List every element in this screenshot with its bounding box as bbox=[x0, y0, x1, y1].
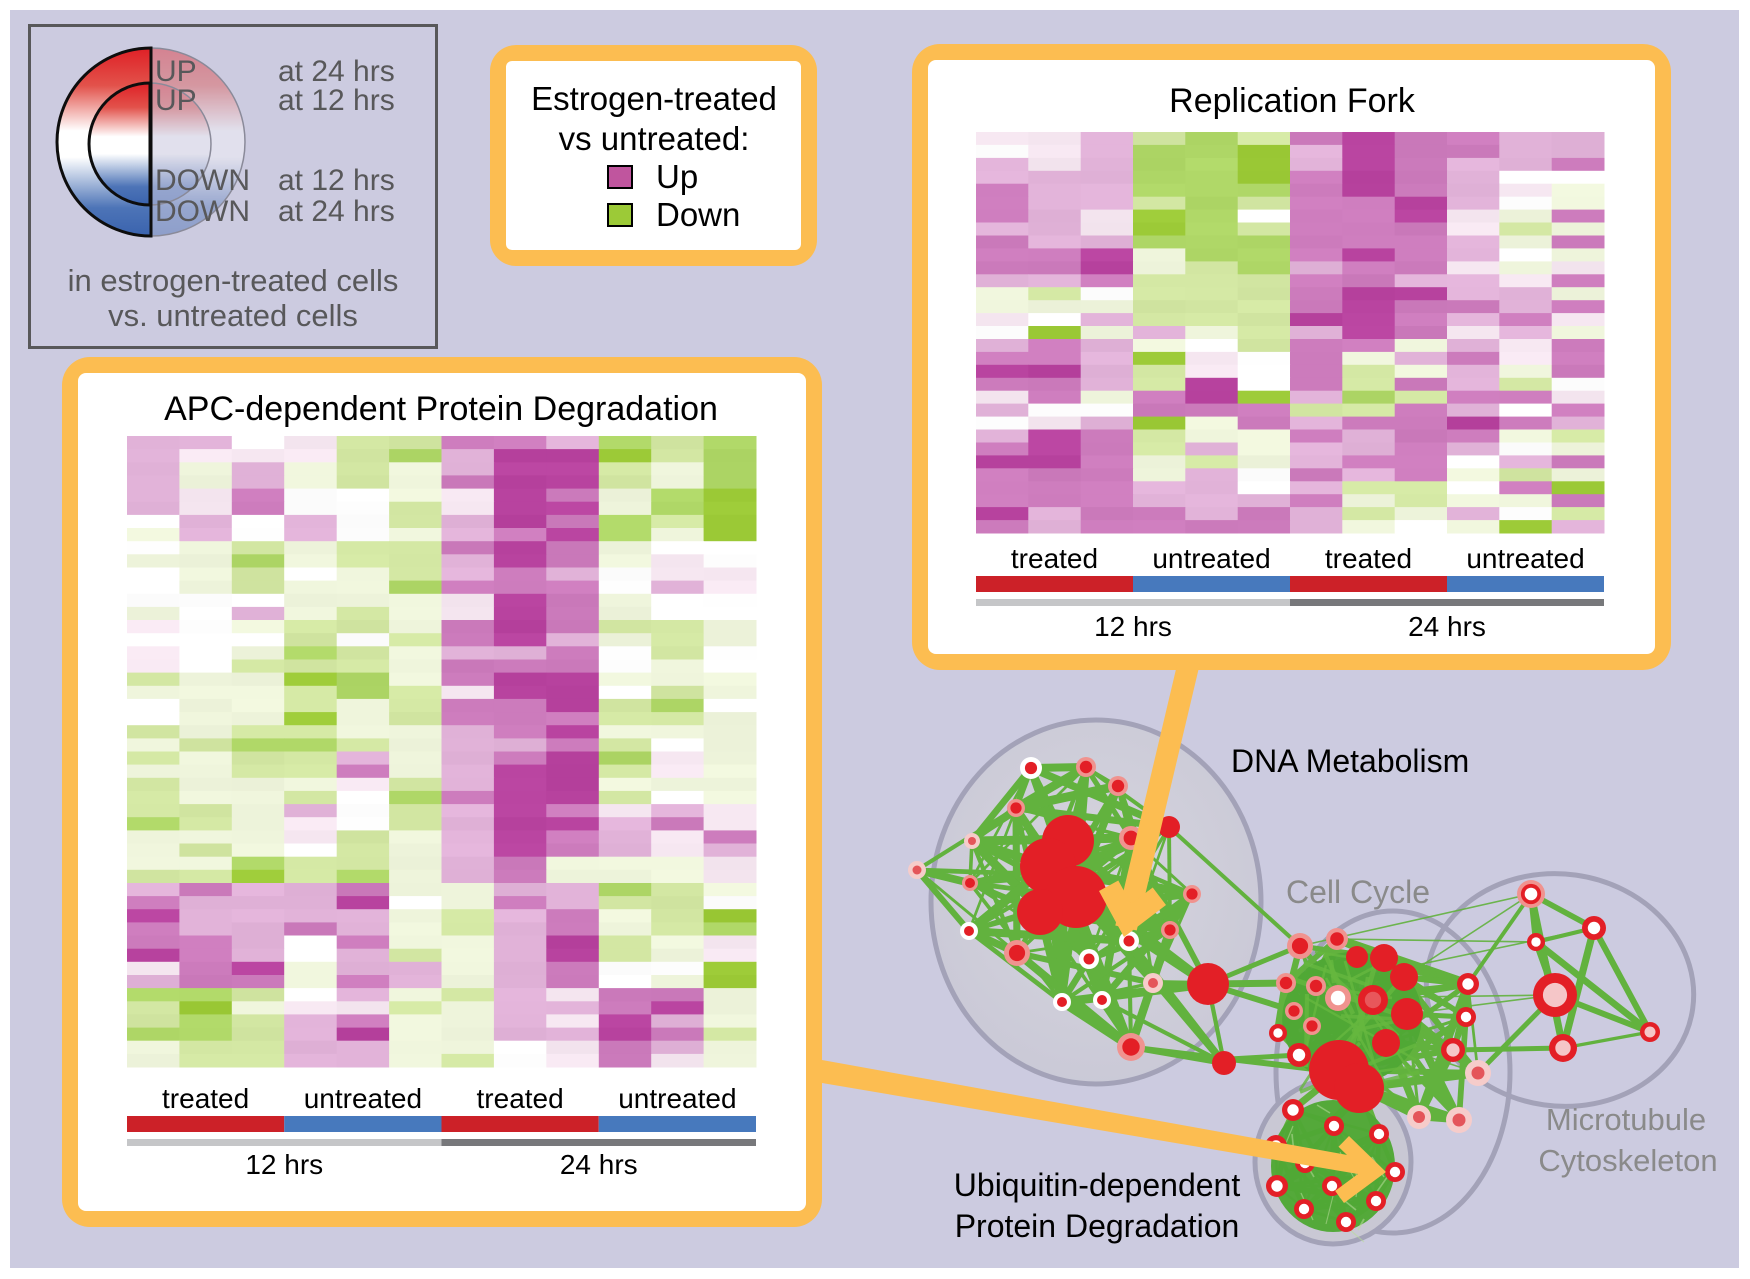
svg-text:Protein Degradation: Protein Degradation bbox=[955, 1208, 1240, 1244]
svg-text:treated: treated bbox=[162, 1083, 249, 1114]
svg-text:12 hrs: 12 hrs bbox=[1094, 611, 1172, 642]
svg-text:at 24 hrs: at 24 hrs bbox=[278, 55, 395, 88]
svg-text:at 24 hrs: at 24 hrs bbox=[278, 195, 395, 228]
svg-text:DOWN: DOWN bbox=[155, 164, 250, 197]
svg-text:Estrogen-treated: Estrogen-treated bbox=[531, 80, 777, 117]
svg-text:in estrogen-treated cells: in estrogen-treated cells bbox=[68, 263, 399, 298]
svg-text:untreated: untreated bbox=[618, 1083, 736, 1114]
svg-text:treated: treated bbox=[477, 1083, 564, 1114]
svg-text:untreated: untreated bbox=[304, 1083, 422, 1114]
svg-text:DNA Metabolism: DNA Metabolism bbox=[1231, 743, 1469, 779]
svg-text:DOWN: DOWN bbox=[155, 195, 250, 228]
svg-text:UP: UP bbox=[155, 55, 197, 88]
svg-text:untreated: untreated bbox=[1152, 543, 1270, 574]
svg-text:at 12 hrs: at 12 hrs bbox=[278, 84, 395, 117]
svg-text:Cell Cycle: Cell Cycle bbox=[1286, 874, 1430, 910]
svg-text:Ubiquitin-dependent: Ubiquitin-dependent bbox=[954, 1167, 1241, 1203]
svg-text:vs. untreated cells: vs. untreated cells bbox=[108, 298, 358, 333]
svg-text:Replication Fork: Replication Fork bbox=[1169, 82, 1416, 120]
svg-text:24 hrs: 24 hrs bbox=[560, 1149, 638, 1180]
svg-text:APC-dependent Protein Degradat: APC-dependent Protein Degradation bbox=[164, 390, 718, 428]
svg-text:24 hrs: 24 hrs bbox=[1408, 611, 1486, 642]
svg-text:UP: UP bbox=[155, 84, 197, 117]
svg-text:Microtubule: Microtubule bbox=[1546, 1102, 1706, 1137]
svg-text:12 hrs: 12 hrs bbox=[245, 1149, 323, 1180]
svg-text:untreated: untreated bbox=[1466, 543, 1584, 574]
svg-text:treated: treated bbox=[1325, 543, 1412, 574]
svg-text:Up: Up bbox=[656, 158, 698, 195]
svg-text:vs untreated:: vs untreated: bbox=[559, 120, 750, 157]
svg-text:at 12 hrs: at 12 hrs bbox=[278, 164, 395, 197]
svg-text:Down: Down bbox=[656, 196, 740, 233]
svg-text:Cytoskeleton: Cytoskeleton bbox=[1538, 1143, 1717, 1178]
svg-text:treated: treated bbox=[1011, 543, 1098, 574]
